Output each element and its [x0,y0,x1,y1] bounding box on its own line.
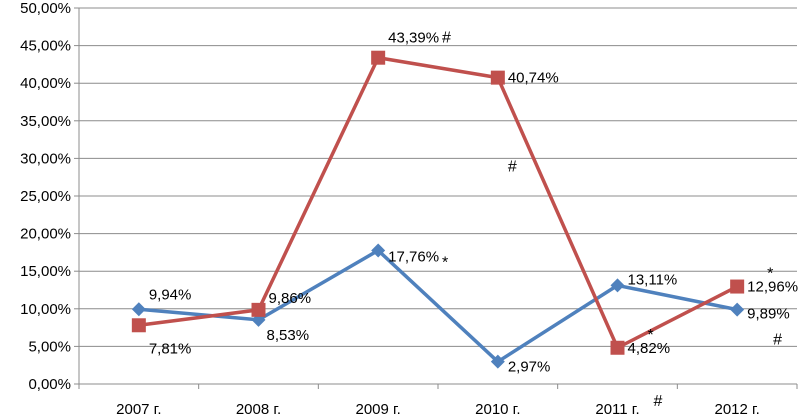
data-point [490,70,505,85]
series-markers [131,50,745,369]
y-tick-label: 45,00% [20,38,71,55]
data-point [371,50,386,65]
y-tick-label: 5,00% [28,338,71,355]
data-point [251,302,266,317]
x-tick-label: 2009 г. [355,401,400,418]
x-tick-label: 2012 г. [714,401,759,418]
data-label: 9,86% [269,290,312,307]
x-axis-tick-labels: 2007 г. 2008 г. 2009 г. 2010 г. 2011 г. 2012 … [116,401,760,418]
x-tick-label: 2007 г. [116,401,161,418]
y-tick-label: 25,00% [20,188,71,205]
x-tick-label: 2008 г. [236,401,281,418]
annotation-mark: # [654,393,663,410]
y-tick-label: 15,00% [20,263,71,280]
data-label: 2,97% [508,359,551,376]
y-tick-label: 20,00% [20,226,71,243]
annotation-mark: * [442,254,448,271]
data-label: 7,81% [149,340,192,357]
data-point [730,279,745,294]
data-label: 12,96% [747,279,798,296]
annotation-mark: # [442,30,451,47]
data-labels: 9,94% 8,53% 17,76% 2,97% 13,11% 9,89% 7,81% 9,8… [149,30,798,376]
y-tick-label: 30,00% [20,150,71,167]
annotation-mark: * [767,266,773,283]
series-lines [138,55,738,364]
data-label: 17,76% [388,248,439,265]
series-line [138,55,738,350]
data-label: 40,74% [508,70,559,87]
y-tick-label: 50,00% [20,0,71,17]
y-tick-label: 35,00% [20,113,71,130]
data-label: 43,39% [388,30,439,47]
x-tick-label: 2010 г. [475,401,520,418]
y-tick-label: 10,00% [20,301,71,318]
y-tick-label: 40,00% [20,75,71,92]
data-point [371,243,386,258]
y-axis-tick-labels: 0,00% 5,00% 10,00% 15,00% 20,00% 25,00% 30,00%… [20,0,71,393]
data-label: 4,82% [628,340,671,357]
annotation-mark: # [773,332,782,349]
data-point [730,302,745,317]
annotation-mark: * [648,327,654,344]
annotation-mark: # [508,159,517,176]
y-tick-label: 0,00% [28,376,71,393]
data-label: 9,94% [149,286,192,303]
data-point [490,354,505,369]
data-label: 9,89% [747,306,790,323]
x-tick-label: 2011 г. [595,401,639,418]
axes [74,7,798,389]
gridlines [79,7,797,347]
data-label: 8,53% [267,327,310,344]
series-line [138,248,738,364]
data-point [131,302,146,317]
data-point [610,340,625,355]
annotations: # * # * # * # [442,30,782,410]
data-point [610,278,625,293]
data-label: 13,11% [628,271,678,288]
data-point [131,318,146,333]
